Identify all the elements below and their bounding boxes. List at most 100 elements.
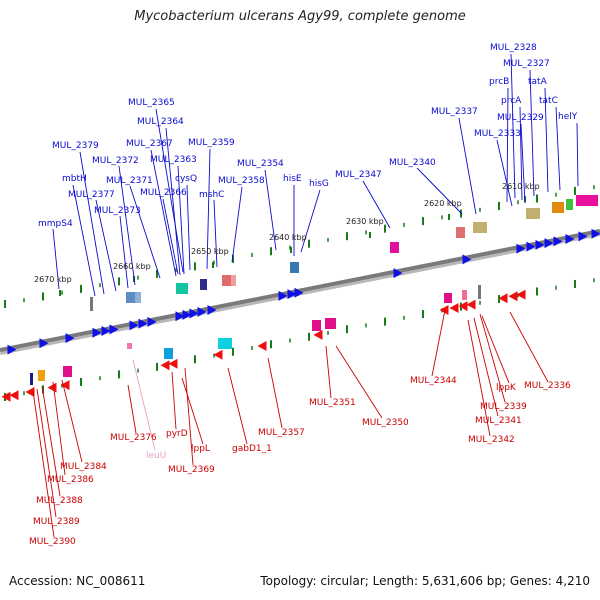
- top-gene-label[interactable]: tatA: [528, 77, 548, 87]
- top-gene-label[interactable]: MUL_2340: [389, 158, 436, 168]
- forward-gene-arrow[interactable]: [175, 311, 185, 322]
- bottom-gene-label[interactable]: leuU: [146, 451, 166, 461]
- reverse-gene-arrow[interactable]: [213, 349, 223, 360]
- forward-gene-arrow[interactable]: [287, 289, 297, 300]
- gene-box[interactable]: [390, 242, 399, 253]
- gene-box[interactable]: [552, 202, 564, 213]
- top-gene-label[interactable]: hisG: [309, 179, 329, 189]
- top-gene-label[interactable]: mshC: [199, 190, 224, 200]
- gene-box[interactable]: [566, 199, 573, 210]
- forward-gene-arrow[interactable]: [189, 308, 199, 319]
- top-gene-label[interactable]: MUL_2354: [237, 159, 284, 169]
- forward-gene-arrow[interactable]: [129, 320, 139, 331]
- gene-box[interactable]: [90, 297, 93, 311]
- forward-gene-arrow[interactable]: [197, 306, 207, 317]
- top-gene-label[interactable]: MUL_2379: [52, 141, 99, 151]
- top-gene-label[interactable]: MUL_2347: [335, 170, 382, 180]
- bottom-gene-label[interactable]: MUL_2389: [33, 517, 80, 527]
- forward-gene-arrow[interactable]: [207, 304, 217, 315]
- forward-gene-arrow[interactable]: [553, 236, 563, 247]
- top-gene-label[interactable]: MUL_2328: [490, 43, 537, 53]
- top-gene-label[interactable]: MUL_2365: [128, 98, 175, 108]
- bottom-gene-label[interactable]: MUL_2344: [410, 376, 457, 386]
- top-gene-label[interactable]: mmpS4: [38, 219, 73, 229]
- top-gene-label[interactable]: helY: [558, 112, 578, 122]
- reverse-gene-arrow[interactable]: [1, 391, 11, 402]
- reverse-gene-arrow[interactable]: [516, 289, 526, 300]
- top-gene-label[interactable]: tatC: [539, 96, 558, 106]
- reverse-gene-arrow[interactable]: [47, 382, 57, 393]
- top-gene-label[interactable]: MUL_2372: [92, 156, 139, 166]
- reverse-gene-arrow[interactable]: [449, 302, 459, 313]
- forward-gene-arrow[interactable]: [109, 324, 119, 335]
- reverse-gene-arrow[interactable]: [466, 299, 476, 310]
- top-gene-label[interactable]: MUL_2366: [140, 188, 187, 198]
- reverse-gene-arrow[interactable]: [9, 390, 19, 401]
- top-gene-label[interactable]: MUL_2329: [497, 113, 544, 123]
- gene-box[interactable]: [231, 275, 236, 286]
- gene-box[interactable]: [126, 292, 138, 303]
- top-gene-label[interactable]: MUL_2364: [137, 117, 184, 127]
- gene-box[interactable]: [176, 283, 188, 294]
- top-gene-label[interactable]: MUL_2333: [474, 129, 521, 139]
- forward-gene-arrow[interactable]: [65, 333, 75, 344]
- top-gene-label[interactable]: prcB: [489, 77, 509, 87]
- forward-gene-arrow[interactable]: [565, 233, 575, 244]
- forward-gene-arrow[interactable]: [92, 327, 102, 338]
- bottom-gene-label[interactable]: MUL_2341: [475, 416, 522, 426]
- reverse-gene-arrow[interactable]: [313, 329, 323, 340]
- reverse-gene-arrow[interactable]: [60, 380, 70, 391]
- top-gene-label[interactable]: MUL_2359: [188, 138, 235, 148]
- gene-box[interactable]: [290, 262, 299, 273]
- forward-gene-arrow[interactable]: [39, 338, 49, 349]
- reverse-gene-arrow[interactable]: [439, 304, 449, 315]
- bottom-gene-label[interactable]: MUL_2388: [36, 496, 83, 506]
- reverse-gene-arrow[interactable]: [168, 358, 178, 369]
- reverse-gene-arrow[interactable]: [160, 360, 170, 371]
- gene-box[interactable]: [312, 320, 321, 331]
- bottom-gene-label[interactable]: gabD1_1: [232, 444, 272, 454]
- top-gene-label[interactable]: cysQ: [175, 174, 197, 184]
- gene-box[interactable]: [473, 222, 487, 233]
- bottom-gene-label[interactable]: lppK: [496, 383, 517, 393]
- gene-box[interactable]: [222, 275, 231, 286]
- reverse-gene-arrow[interactable]: [25, 387, 35, 398]
- top-gene-label[interactable]: MUL_2371: [106, 176, 153, 186]
- gene-box[interactable]: [325, 318, 336, 329]
- gene-box[interactable]: [164, 348, 173, 359]
- bottom-gene-label[interactable]: MUL_2342: [468, 435, 515, 445]
- reverse-gene-arrow[interactable]: [498, 293, 508, 304]
- forward-gene-arrow[interactable]: [462, 254, 472, 265]
- gene-box[interactable]: [218, 338, 232, 349]
- gene-box[interactable]: [127, 343, 132, 349]
- forward-gene-arrow[interactable]: [526, 241, 536, 252]
- bottom-gene-label[interactable]: MUL_2390: [29, 537, 76, 547]
- bottom-gene-label[interactable]: MUL_2336: [524, 381, 571, 391]
- top-gene-label[interactable]: MUL_2363: [150, 155, 197, 165]
- gene-box[interactable]: [456, 227, 465, 238]
- gene-box[interactable]: [30, 373, 33, 385]
- reverse-gene-arrow[interactable]: [257, 341, 267, 352]
- bottom-gene-label[interactable]: lppL: [191, 444, 210, 454]
- forward-gene-arrow[interactable]: [138, 318, 148, 329]
- top-gene-label[interactable]: MUL_2337: [431, 107, 478, 117]
- forward-gene-arrow[interactable]: [294, 287, 304, 298]
- forward-gene-arrow[interactable]: [591, 228, 600, 239]
- top-gene-label[interactable]: MUL_2358: [218, 176, 265, 186]
- forward-gene-arrow[interactable]: [578, 231, 588, 242]
- gene-box[interactable]: [576, 195, 598, 206]
- top-gene-label[interactable]: hisE: [283, 174, 302, 184]
- forward-gene-arrow[interactable]: [278, 290, 288, 301]
- top-gene-label[interactable]: prcA: [501, 96, 522, 106]
- bottom-gene-label[interactable]: MUL_2369: [168, 465, 215, 475]
- forward-gene-arrow[interactable]: [535, 239, 545, 250]
- bottom-gene-label[interactable]: MUL_2376: [110, 433, 157, 443]
- gene-box[interactable]: [63, 366, 72, 377]
- gene-box[interactable]: [462, 290, 467, 300]
- top-gene-label[interactable]: MUL_2367: [126, 139, 173, 149]
- gene-box[interactable]: [444, 293, 452, 303]
- bottom-gene-label[interactable]: MUL_2386: [47, 475, 94, 485]
- forward-gene-arrow[interactable]: [101, 325, 111, 336]
- gene-box[interactable]: [478, 285, 481, 299]
- gene-box[interactable]: [526, 208, 540, 219]
